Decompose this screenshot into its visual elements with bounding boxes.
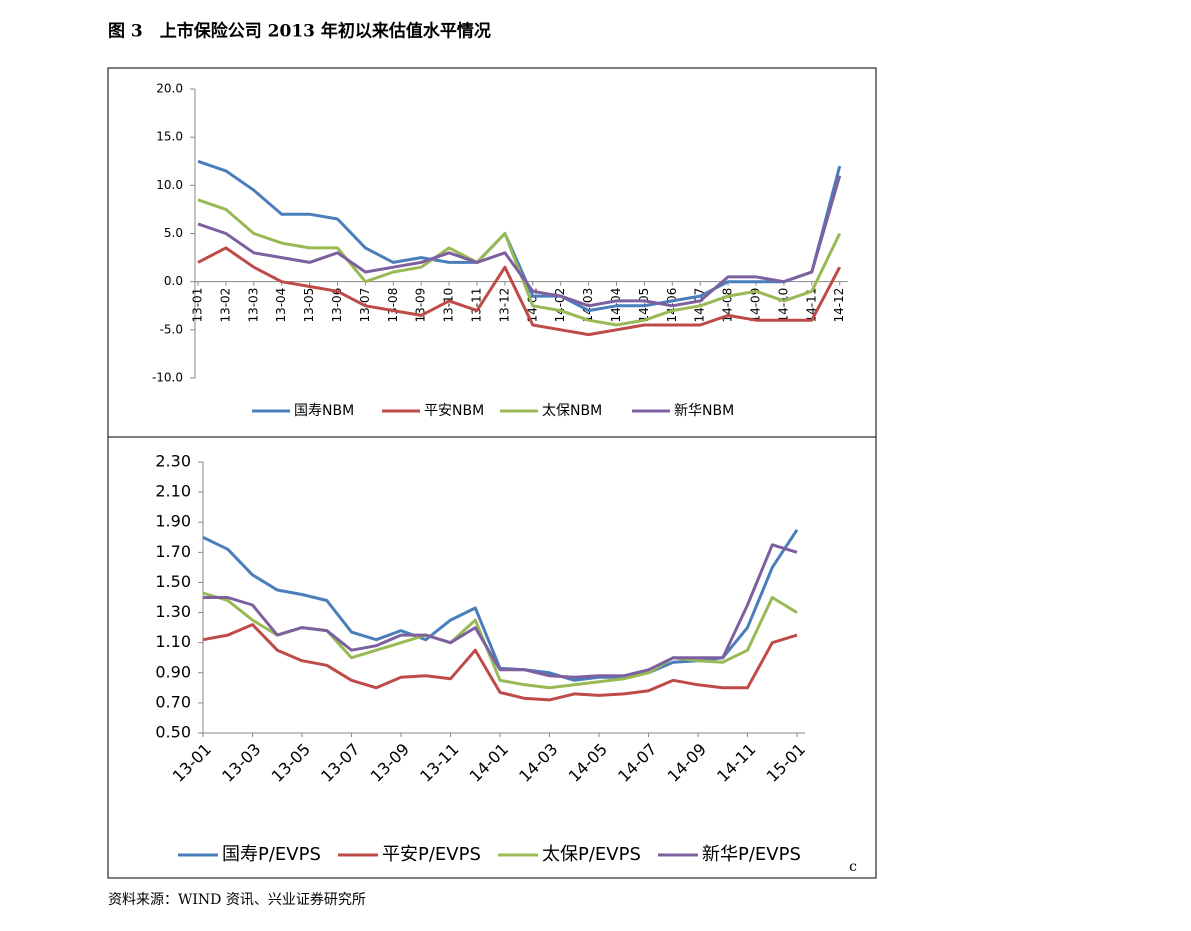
- x-tick-label: 13-01: [191, 288, 205, 323]
- series-line: [202, 591, 798, 690]
- x-tick-label: 13-01: [169, 740, 215, 786]
- y-tick-label: 1.30: [155, 602, 191, 621]
- x-tick-label: 13-07: [317, 740, 363, 786]
- x-tick-label: 13-05: [268, 740, 314, 786]
- y-tick-label: 20.0: [156, 82, 183, 96]
- legend-label: 新华NBM: [674, 403, 734, 419]
- x-tick-label: 13-11: [416, 740, 462, 786]
- y-tick-label: 10.0: [156, 178, 183, 192]
- legend-label: 国寿NBM: [294, 402, 354, 419]
- y-tick-label: -5.0: [160, 322, 183, 336]
- x-tick-label: 13-09: [367, 740, 413, 786]
- frame: [107, 67, 877, 879]
- x-tick-label: 13-02: [218, 288, 232, 323]
- page-title: 图 3 上市保险公司 2013 年初以来估值水平情况: [108, 21, 491, 42]
- legend-label: 平安NBM: [424, 403, 484, 419]
- x-tick-label: 13-10: [442, 288, 456, 323]
- x-tick-label: 14-09: [749, 288, 763, 323]
- y-tick-label: 5.0: [164, 226, 183, 240]
- y-tick-label: 1.10: [155, 632, 191, 651]
- x-tick-label: 13-08: [386, 288, 400, 323]
- series-line: [197, 159, 842, 313]
- x-tick-label: 14-09: [664, 740, 710, 786]
- source: 资料来源：WIND 资讯、兴业证券研究所: [108, 892, 366, 908]
- x-tick-label: 13-09: [414, 288, 428, 323]
- x-tick-label: 14-12: [832, 288, 846, 323]
- y-tick-label: 2.30: [155, 452, 191, 471]
- legend-label: 新华P/EVPS: [702, 844, 801, 865]
- x-tick-label: 14-01: [466, 740, 512, 786]
- x-tick-label: 14-10: [776, 288, 790, 323]
- x-tick-label: 13-05: [302, 288, 316, 323]
- legend-label: 平安P/EVPS: [382, 844, 481, 865]
- x-tick-label: 14-07: [614, 740, 660, 786]
- y-tick-label: 0.70: [155, 692, 191, 711]
- y-tick-label: 1.70: [155, 542, 191, 561]
- x-tick-label: 13-03: [246, 288, 260, 323]
- legend-label: 太保P/EVPS: [542, 844, 641, 865]
- x-tick-label: 13-11: [470, 288, 484, 323]
- x-tick-label: 14-03: [515, 740, 561, 786]
- y-tick-label: 0.50: [155, 723, 191, 742]
- y-tick-label: 0.90: [155, 662, 191, 681]
- y-tick-label: 1.90: [155, 512, 191, 531]
- y-tick-label: 1.50: [155, 572, 191, 591]
- x-tick-label: 15-01: [763, 740, 809, 786]
- series-line: [202, 623, 798, 702]
- note: c: [849, 859, 857, 875]
- legend-label: 太保NBM: [542, 403, 602, 419]
- series-line: [203, 543, 798, 679]
- x-tick-label: 13-06: [330, 288, 344, 323]
- y-tick-label: 2.10: [155, 482, 191, 501]
- x-tick-label: 14-11: [713, 740, 759, 786]
- y-tick-label: 0.0: [164, 274, 183, 288]
- x-tick-label: 14-02: [553, 288, 567, 323]
- y-tick-label: 15.0: [156, 130, 183, 144]
- y-tick-label: -10.0: [152, 371, 183, 385]
- x-tick-label: 13-03: [218, 740, 264, 786]
- x-tick-label: 14-05: [565, 740, 611, 786]
- series-line: [197, 246, 842, 337]
- series-line: [197, 175, 842, 308]
- x-tick-label: 13-04: [274, 288, 288, 323]
- x-tick-label: 13-12: [497, 288, 511, 323]
- legend-label: 国寿P/EVPS: [222, 844, 321, 865]
